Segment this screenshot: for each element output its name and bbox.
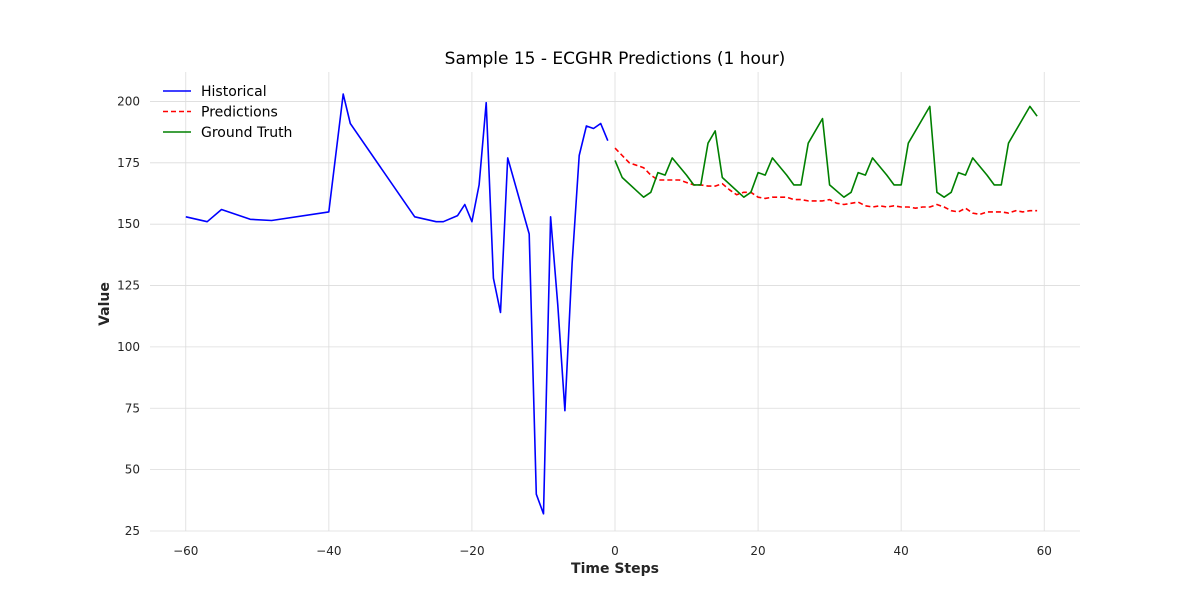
tick-labels: −60 −40 −20 0 20 40 60 25 50 75 100 125 150 175 200 bbox=[117, 94, 1052, 558]
legend: Historical Predictions Ground Truth bbox=[163, 84, 292, 141]
x-tick-label: 20 bbox=[750, 544, 765, 558]
chart-title: Sample 15 - ECGHR Predictions (1 hour) bbox=[445, 49, 786, 69]
series-line-ground-truth bbox=[614, 105, 1038, 198]
y-axis-title: Value bbox=[97, 282, 113, 326]
x-tick-label: 0 bbox=[611, 544, 619, 558]
x-tick-label: −40 bbox=[316, 544, 341, 558]
legend-label: Predictions bbox=[201, 105, 278, 121]
y-tick-label: 175 bbox=[117, 156, 140, 170]
x-axis-title: Time Steps bbox=[571, 561, 659, 577]
series-line-predictions bbox=[614, 147, 1038, 216]
series-layer bbox=[185, 93, 1038, 515]
legend-label: Historical bbox=[201, 84, 267, 100]
series-line-historical bbox=[185, 93, 609, 515]
y-tick-label: 25 bbox=[125, 524, 140, 538]
x-tick-label: −60 bbox=[173, 544, 198, 558]
y-tick-label: 150 bbox=[117, 217, 140, 231]
y-tick-label: 200 bbox=[117, 94, 140, 108]
grid bbox=[150, 72, 1080, 532]
x-tick-label: 40 bbox=[894, 544, 909, 558]
y-tick-label: 50 bbox=[125, 463, 140, 477]
x-tick-label: 60 bbox=[1037, 544, 1052, 558]
y-tick-label: 125 bbox=[117, 279, 140, 293]
y-tick-label: 100 bbox=[117, 340, 140, 354]
y-tick-label: 75 bbox=[125, 401, 140, 415]
legend-label: Ground Truth bbox=[201, 125, 292, 141]
x-tick-label: −20 bbox=[459, 544, 484, 558]
